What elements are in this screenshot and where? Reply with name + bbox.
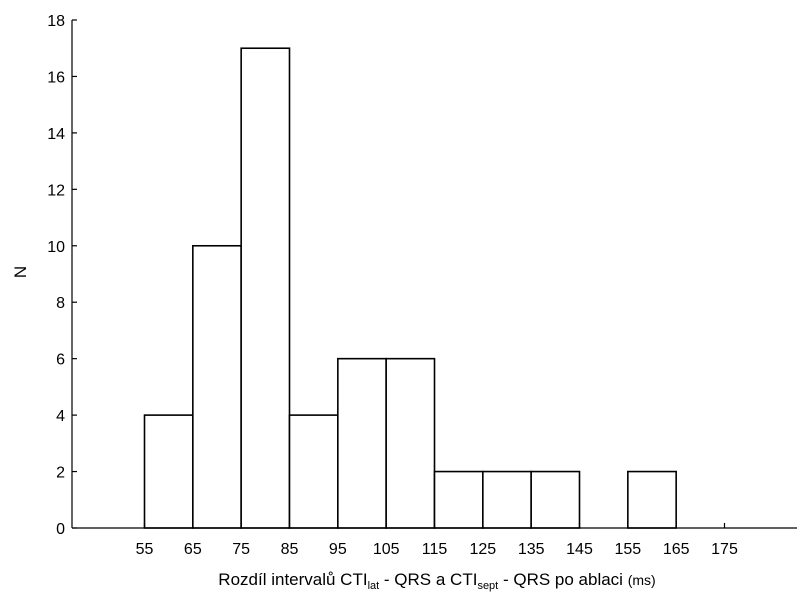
histogram-bar xyxy=(627,470,677,529)
x-axis-label-part-b: - QRS a CTI xyxy=(379,570,477,589)
y-tick-label: 18 xyxy=(47,13,65,30)
y-tick-label: 8 xyxy=(56,295,65,312)
x-tick-label: 165 xyxy=(663,541,690,558)
x-axis-label-unit: (ms) xyxy=(628,572,656,588)
x-tick-label: 115 xyxy=(422,541,448,558)
y-tick-label: 4 xyxy=(56,408,65,425)
x-tick-label: 85 xyxy=(281,541,299,558)
x-axis-label-sub-lat: lat xyxy=(368,580,380,592)
x-tick-label: 65 xyxy=(184,541,202,558)
histogram-bar xyxy=(433,470,484,529)
histogram-bar xyxy=(337,357,387,529)
x-tick-label: 145 xyxy=(566,541,593,558)
x-tick-label: 75 xyxy=(232,541,250,558)
x-tick-label: 95 xyxy=(329,541,347,558)
y-tick-label: 14 xyxy=(47,126,65,143)
histogram-bar xyxy=(530,470,581,529)
x-tick-label: 105 xyxy=(373,541,400,558)
histogram-bar xyxy=(240,47,291,529)
y-axis-label: N xyxy=(11,266,30,278)
x-axis-label-part-a: Rozdíl intervalů CTI xyxy=(218,570,367,589)
y-tick-label: 6 xyxy=(56,352,65,369)
y-ticks-group: 0 2 4 6 8 10 12 14 16 18 xyxy=(47,13,77,538)
y-tick-label: 10 xyxy=(47,239,65,256)
x-tick-label: 55 xyxy=(136,541,154,558)
x-tick-label: 175 xyxy=(711,541,738,558)
x-tick-label: 155 xyxy=(614,541,641,558)
histogram-bar xyxy=(385,357,436,529)
histogram-bar xyxy=(143,414,194,529)
histogram-bar xyxy=(192,244,242,529)
histogram-bar xyxy=(288,414,339,529)
x-tick-label: 135 xyxy=(518,541,545,558)
bars-group xyxy=(143,47,677,529)
x-axis-label: Rozdíl intervalů CTIlat - QRS a CTIsept … xyxy=(218,570,655,592)
y-tick-label: 2 xyxy=(56,465,65,482)
x-ticks-group: 55 65 75 85 95 105 115 125 135 145 155 165 175 xyxy=(136,523,738,558)
y-tick-label: 12 xyxy=(47,182,65,199)
histogram-bar xyxy=(482,470,532,529)
x-axis-label-part-c: - QRS po ablaci xyxy=(498,570,627,589)
y-tick-label: 0 xyxy=(56,521,65,538)
x-tick-label: 125 xyxy=(469,541,496,558)
y-tick-label: 16 xyxy=(47,69,65,86)
x-axis-label-sub-sept: sept xyxy=(477,580,498,592)
